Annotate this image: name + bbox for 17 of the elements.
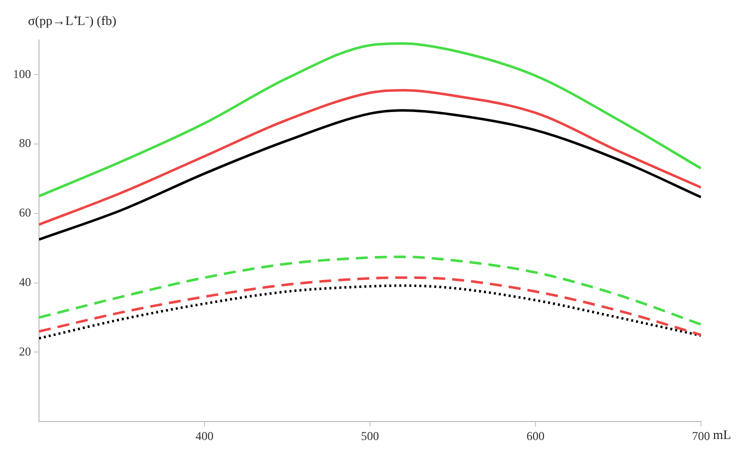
y-tick-label: 40 bbox=[19, 274, 31, 289]
line-series bbox=[39, 256, 701, 326]
y-tick-label: 20 bbox=[19, 344, 31, 358]
y-tick-label: 100 bbox=[13, 66, 31, 81]
y-tick-label: 80 bbox=[19, 136, 31, 150]
line-series bbox=[39, 42, 701, 198]
x-tick-label: 700 bbox=[692, 428, 710, 443]
x-tick-label: 400 bbox=[196, 428, 214, 443]
y-axis-title: σ(pp→L⁺L⁻) (fb) bbox=[28, 12, 116, 28]
line-series bbox=[39, 284, 701, 340]
line-series bbox=[39, 89, 701, 226]
x-tick-label: 600 bbox=[526, 428, 544, 443]
x-axis-title: mL bbox=[713, 427, 732, 442]
y-tick-label: 60 bbox=[19, 206, 31, 220]
line-series bbox=[39, 109, 701, 241]
x-tick-label: 500 bbox=[361, 428, 379, 443]
line-series bbox=[39, 276, 701, 336]
